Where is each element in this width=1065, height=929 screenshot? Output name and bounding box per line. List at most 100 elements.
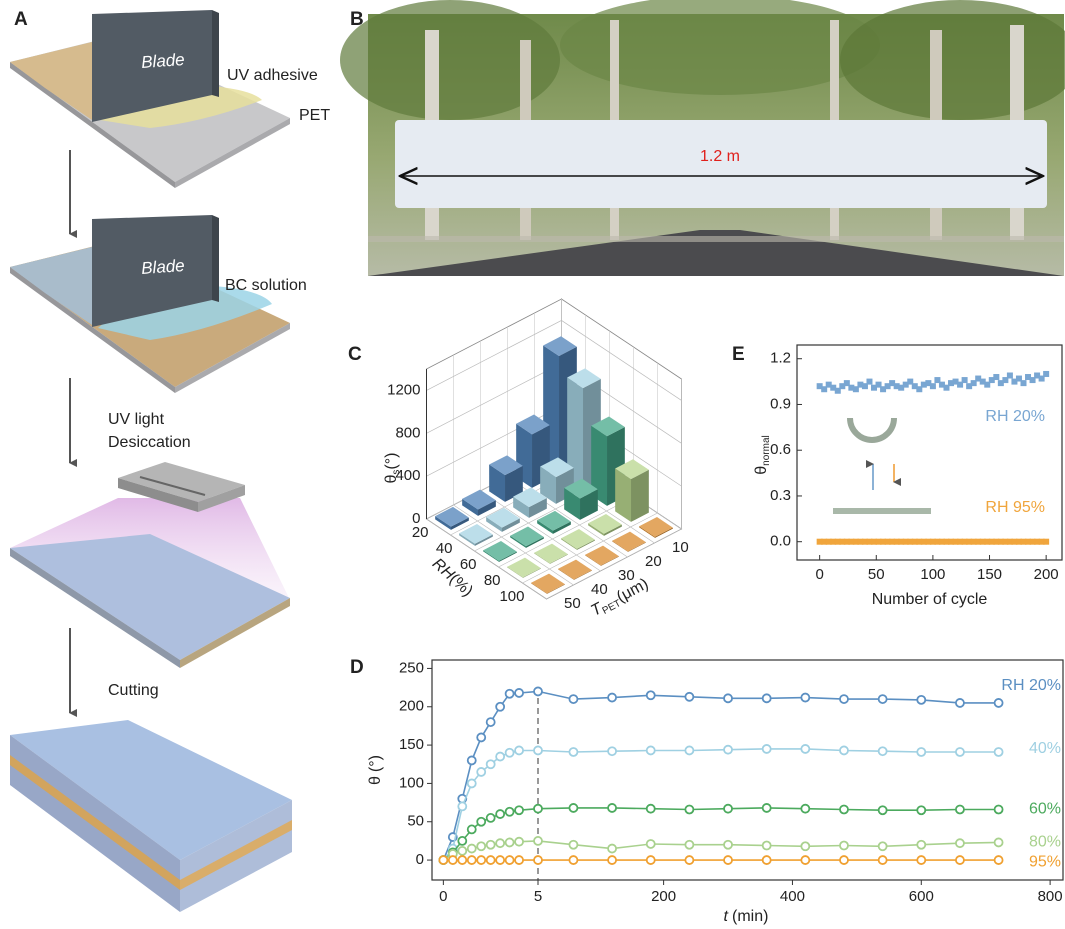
data-point: [468, 856, 476, 864]
y-tick-label: 50: [407, 813, 424, 830]
x-tick-label: 40: [436, 540, 453, 557]
data-point: [879, 695, 887, 703]
data-point: [569, 804, 577, 812]
y-axis-title-part: θ: [753, 466, 770, 475]
z-axis-title: θs(°): [383, 453, 401, 484]
y-tick-label: 0.0: [770, 533, 791, 550]
data-point: [506, 808, 514, 816]
data-point: [685, 856, 693, 864]
series-label: RH 20%: [1001, 677, 1061, 694]
y-tick-label: 0.6: [770, 441, 791, 458]
figure: Blade UV adhesive PET Blade BC solution …: [0, 0, 1065, 929]
data-point: [487, 856, 495, 864]
data-point: [608, 694, 616, 702]
data-point: [477, 768, 485, 776]
data-point: [956, 856, 964, 864]
x-tick-label: 0: [815, 566, 823, 583]
z-axis-title-part: (°): [383, 453, 400, 470]
data-point: [487, 718, 495, 726]
plot-frame: [797, 345, 1062, 560]
series-label: RH 95%: [985, 499, 1045, 516]
y-tick-label: 150: [399, 736, 424, 753]
data-point: [995, 856, 1003, 864]
blade-label: Blade: [141, 50, 186, 72]
data-point: [917, 696, 925, 704]
data-point: [515, 746, 523, 754]
data-point: [534, 746, 542, 754]
x-tick-label: 200: [1034, 566, 1059, 583]
data-point: [763, 842, 771, 850]
data-point: [569, 841, 577, 849]
y-axis-title: θ(°): [367, 755, 384, 785]
data-point: [608, 804, 616, 812]
y-tick-label: 10: [672, 539, 689, 556]
data-point: [879, 806, 887, 814]
data-point: [496, 856, 504, 864]
step-label: Cutting: [108, 682, 159, 699]
x-tick-label: 100: [920, 566, 945, 583]
data-point: [801, 856, 809, 864]
data-point: [534, 805, 542, 813]
x-tick-label: 0: [439, 888, 447, 905]
data-point: [801, 842, 809, 850]
series-label: 95%: [1029, 853, 1061, 870]
data-point: [458, 802, 466, 810]
y-axis-title-part: normal: [761, 435, 772, 466]
series-line: [443, 841, 998, 860]
data-point: [647, 746, 655, 754]
data-point: [685, 693, 693, 701]
data-point: [840, 746, 848, 754]
data-point: [647, 805, 655, 813]
data-point: [496, 810, 504, 818]
data-point: [569, 695, 577, 703]
bar: [615, 459, 649, 522]
y-tick-label: 0.3: [770, 487, 791, 504]
data-point: [477, 733, 485, 741]
data-point: [995, 699, 1003, 707]
coated-region: [10, 42, 92, 120]
data-point: [515, 838, 523, 846]
data-point: [468, 825, 476, 833]
data-point: [962, 377, 968, 383]
data-point: [685, 746, 693, 754]
data-point: [956, 748, 964, 756]
data-point: [1020, 380, 1026, 386]
data-point: [468, 756, 476, 764]
data-point: [801, 745, 809, 753]
y-tick-label: 200: [399, 698, 424, 715]
x-tick-label: 400: [780, 888, 805, 905]
data-point: [956, 699, 964, 707]
data-point: [917, 841, 925, 849]
data-point: [647, 856, 655, 864]
data-point: [487, 841, 495, 849]
data-point: [1007, 372, 1013, 378]
data-point: [763, 694, 771, 702]
data-point: [879, 747, 887, 755]
x-axis-title: t(min): [724, 908, 769, 925]
data-point: [487, 760, 495, 768]
z-axis-title-part: θ: [383, 474, 400, 483]
data-point: [468, 845, 476, 853]
data-point: [506, 838, 514, 846]
data-point: [515, 689, 523, 697]
panel-letter: C: [348, 344, 362, 365]
sidewalk: [368, 236, 1064, 242]
panel-e-icons: [833, 418, 931, 514]
data-point: [458, 856, 466, 864]
data-point: [879, 842, 887, 850]
data-point: [840, 842, 848, 850]
data-point: [458, 837, 466, 845]
data-point: [608, 845, 616, 853]
y-axis-title: θnormal: [753, 435, 771, 474]
data-point: [458, 847, 466, 855]
blade-side: [212, 215, 219, 302]
x-tick-label: 50: [868, 566, 885, 583]
data-point: [724, 746, 732, 754]
data-point: [917, 856, 925, 864]
series-line: [443, 691, 998, 860]
data-point: [866, 379, 872, 385]
adhesive-label: UV adhesive: [227, 67, 318, 84]
data-point: [496, 839, 504, 847]
step-label: Desiccation: [108, 434, 191, 451]
data-point: [534, 837, 542, 845]
